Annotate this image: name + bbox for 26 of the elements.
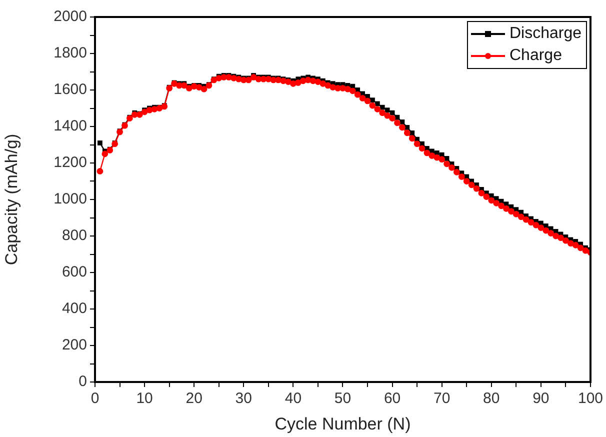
x-tick-label: 70 <box>433 390 450 408</box>
y-tick-label: 0 <box>78 373 87 390</box>
x-tick-label: 20 <box>186 390 202 408</box>
y-tick-label: 1400 <box>54 118 87 135</box>
x-tick-label: 0 <box>90 390 100 408</box>
x-tick-label: 40 <box>284 390 302 408</box>
y-tick-label: 1800 <box>54 44 87 62</box>
y-tick-label: 200 <box>62 336 87 354</box>
x-tick-label: 60 <box>384 390 401 408</box>
y-tick-label: 2000 <box>54 8 87 26</box>
y-tick-label: 600 <box>62 264 87 281</box>
x-tick-label: 100 <box>578 390 603 408</box>
y-axis-title: Capacity (mAh/g) <box>2 134 21 266</box>
x-axis-title: Cycle Number (N) <box>274 414 411 434</box>
y-tick-label: 1000 <box>54 190 87 208</box>
y-tick-label: 1200 <box>54 154 87 172</box>
x-tick-label: 10 <box>136 390 153 408</box>
y-tick-label: 800 <box>62 227 87 244</box>
y-tick-label: 400 <box>62 300 87 318</box>
legend-label: Discharge <box>509 24 582 44</box>
x-tick-label: 30 <box>235 390 252 408</box>
x-tick-label: 80 <box>483 390 500 408</box>
x-tick-label: 50 <box>334 390 352 408</box>
legend-label: Charge <box>509 46 562 66</box>
y-tick-label: 1600 <box>54 81 87 98</box>
x-tick-label: 90 <box>532 390 550 408</box>
